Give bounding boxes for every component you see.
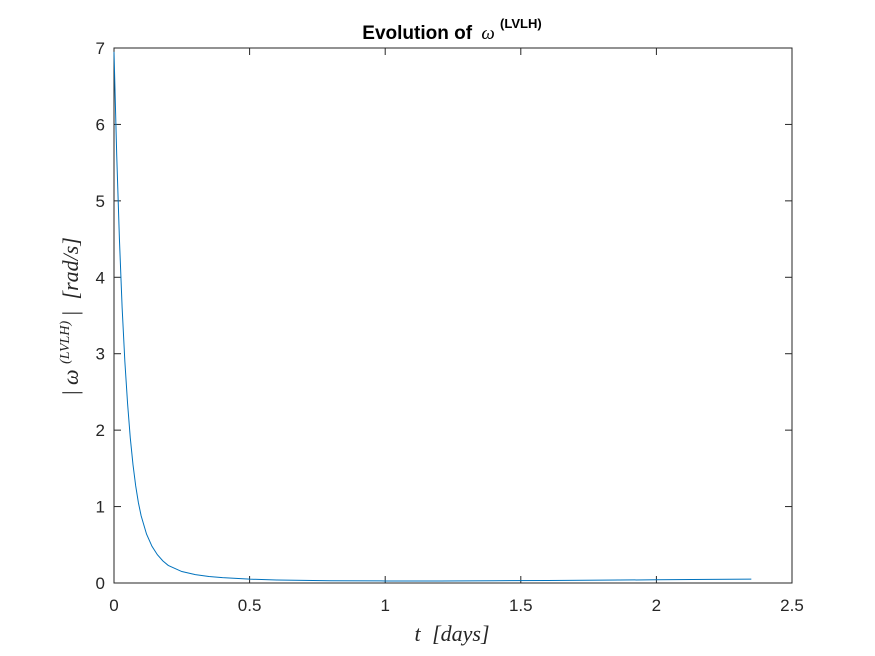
- x-tick-label: 0: [109, 596, 118, 615]
- plot-area: [113, 47, 793, 584]
- x-tick-label: 2.5: [780, 596, 804, 615]
- y-axis-label: | ω (LVLH) | [rad/s]: [49, 237, 83, 395]
- x-axis-unit: [days]: [432, 621, 489, 646]
- y-tick-label: 6: [96, 115, 105, 134]
- y-axis-superscript: (LVLH): [58, 321, 73, 364]
- x-tick-label: 2: [652, 596, 661, 615]
- y-tick-label: 1: [96, 498, 105, 517]
- y-tick-label: 3: [96, 345, 105, 364]
- y-axis-unit: [rad/s]: [58, 237, 83, 299]
- y-axis-symbol: ω: [58, 369, 83, 385]
- title-superscript: (LVLH): [500, 16, 542, 31]
- series-line: [113, 51, 752, 582]
- y-tick-label: 0: [96, 574, 105, 593]
- x-axis-label: t [days]: [414, 621, 489, 646]
- y-tick-label: 5: [96, 192, 105, 211]
- y-axis-ticks: 0 1 2 3 4 5 6 7: [96, 39, 792, 593]
- y-axis-abs-open: |: [58, 390, 83, 394]
- y-tick-label: 4: [96, 268, 105, 287]
- x-tick-label: 1.5: [509, 596, 533, 615]
- y-tick-label: 2: [96, 421, 105, 440]
- x-axis-var: t: [414, 621, 421, 646]
- x-tick-label: 0.5: [238, 596, 262, 615]
- chart-title: Evolution of ω (LVLH): [362, 16, 541, 44]
- x-tick-label: 1: [380, 596, 389, 615]
- title-prefix: Evolution of: [362, 23, 472, 44]
- y-tick-label: 7: [96, 39, 105, 58]
- title-symbol: ω: [481, 23, 494, 44]
- y-axis-abs-close: |: [58, 311, 83, 315]
